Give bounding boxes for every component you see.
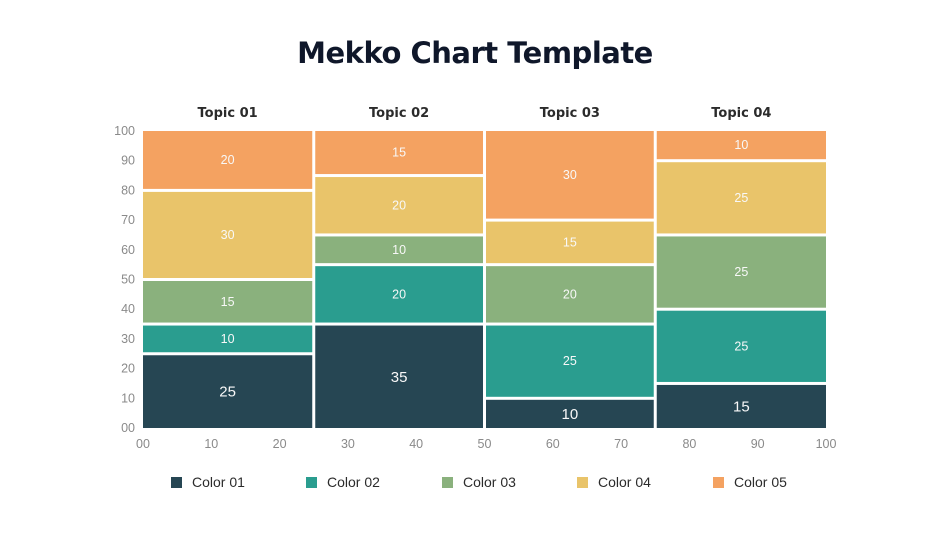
segment-value-label: 20 — [392, 287, 406, 301]
segment-value-label: 25 — [734, 191, 748, 205]
x-tick-label: 40 — [409, 437, 423, 451]
legend-item: Color 01 — [171, 474, 245, 490]
legend-label: Color 04 — [598, 474, 651, 490]
x-tick-label: 30 — [341, 437, 355, 451]
y-tick-label: 60 — [121, 243, 135, 257]
legend: Color 01 Color 02 Color 03 Color 04 Color 05 — [0, 474, 950, 494]
segment-topic-04-color-02 — [656, 310, 826, 382]
segment-value-label: 10 — [734, 138, 748, 152]
chart-segments: 25 10 15 30 20 35 20 10 20 15 10 25 20 15 30 15 25 25 25 10 — [143, 131, 826, 428]
segment-topic-01-color-05 — [143, 131, 313, 189]
legend-item: Color 05 — [713, 474, 787, 490]
x-tick-label: 50 — [478, 437, 492, 451]
y-tick-label: 40 — [121, 302, 135, 316]
segment-topic-01-color-04 — [143, 191, 313, 278]
x-tick-label: 60 — [546, 437, 560, 451]
y-tick-label: 20 — [121, 362, 135, 376]
legend-swatch — [577, 476, 588, 488]
segment-topic-01-color-02 — [143, 325, 313, 353]
x-tick-label: 90 — [751, 437, 765, 451]
segment-value-label: 20 — [392, 198, 406, 212]
segment-value-label: 10 — [221, 332, 235, 346]
y-tick-label: 10 — [121, 391, 135, 405]
legend-swatch — [171, 476, 182, 488]
x-tick-label: 80 — [682, 437, 696, 451]
y-tick-label: 100 — [114, 124, 135, 138]
segment-topic-04-color-05 — [656, 131, 826, 160]
segment-topic-03-color-03 — [486, 266, 654, 323]
segment-value-label: 25 — [563, 354, 577, 368]
segment-topic-03-color-04 — [486, 221, 654, 264]
segment-topic-02-color-05 — [315, 131, 483, 175]
y-tick-label: 90 — [121, 154, 135, 168]
x-axis: 00 10 20 30 40 50 60 70 80 90 100 — [136, 437, 836, 451]
y-axis: 00 10 20 30 40 50 60 70 80 90 100 — [114, 124, 135, 435]
segment-value-label: 25 — [734, 265, 748, 279]
legend-label: Color 03 — [463, 474, 516, 490]
topic-label: Topic 04 — [711, 106, 771, 121]
y-tick-label: 00 — [121, 421, 135, 435]
chart-title: Mekko Chart Template — [297, 36, 653, 70]
segment-topic-02-color-01 — [315, 325, 483, 428]
legend-label: Color 02 — [327, 474, 380, 490]
segment-topic-01-color-03 — [143, 281, 313, 323]
legend-swatch — [713, 476, 724, 488]
y-tick-label: 30 — [121, 332, 135, 346]
y-tick-label: 80 — [121, 183, 135, 197]
segment-value-label: 15 — [392, 146, 406, 160]
segment-topic-03-color-02 — [486, 325, 654, 397]
y-tick-label: 50 — [121, 273, 135, 287]
segment-value-label: 25 — [734, 339, 748, 353]
segment-value-label: 10 — [392, 243, 406, 257]
legend-item: Color 04 — [577, 474, 651, 490]
segment-topic-02-color-02 — [315, 266, 483, 323]
segment-value-label: 20 — [221, 153, 235, 167]
y-tick-label: 70 — [121, 213, 135, 227]
x-tick-label: 10 — [204, 437, 218, 451]
segment-value-label: 15 — [563, 235, 577, 249]
segment-value-label: 25 — [219, 384, 236, 401]
segment-topic-04-color-01 — [656, 384, 826, 428]
topic-label: Topic 03 — [540, 106, 600, 121]
segment-topic-04-color-03 — [656, 236, 826, 308]
x-tick-label: 00 — [136, 437, 150, 451]
segment-value-label: 35 — [391, 369, 408, 386]
legend-swatch — [442, 476, 453, 488]
legend-label: Color 05 — [734, 474, 787, 490]
legend-item: Color 03 — [442, 474, 516, 490]
segment-value-label: 20 — [563, 287, 577, 301]
legend-item: Color 02 — [306, 474, 380, 490]
segment-topic-04-color-04 — [656, 162, 826, 234]
segment-topic-02-color-04 — [315, 177, 483, 234]
topic-labels: Topic 01 Topic 02 Topic 03 Topic 04 — [198, 106, 772, 121]
segment-topic-02-color-03 — [315, 236, 483, 264]
segment-topic-03-color-05 — [486, 131, 654, 219]
legend-label: Color 01 — [192, 474, 245, 490]
segment-value-label: 30 — [221, 228, 235, 242]
x-tick-label: 100 — [816, 437, 837, 451]
segment-topic-03-color-01 — [486, 399, 654, 428]
segment-value-label: 30 — [563, 168, 577, 182]
segment-value-label: 10 — [562, 406, 579, 423]
topic-label: Topic 01 — [198, 106, 258, 121]
topic-label: Topic 02 — [369, 106, 429, 121]
x-tick-label: 20 — [273, 437, 287, 451]
segment-value-label: 15 — [733, 398, 750, 415]
x-tick-label: 70 — [614, 437, 628, 451]
legend-swatch — [306, 476, 317, 488]
segment-value-label: 15 — [221, 295, 235, 309]
segment-topic-01-color-01 — [143, 355, 313, 428]
